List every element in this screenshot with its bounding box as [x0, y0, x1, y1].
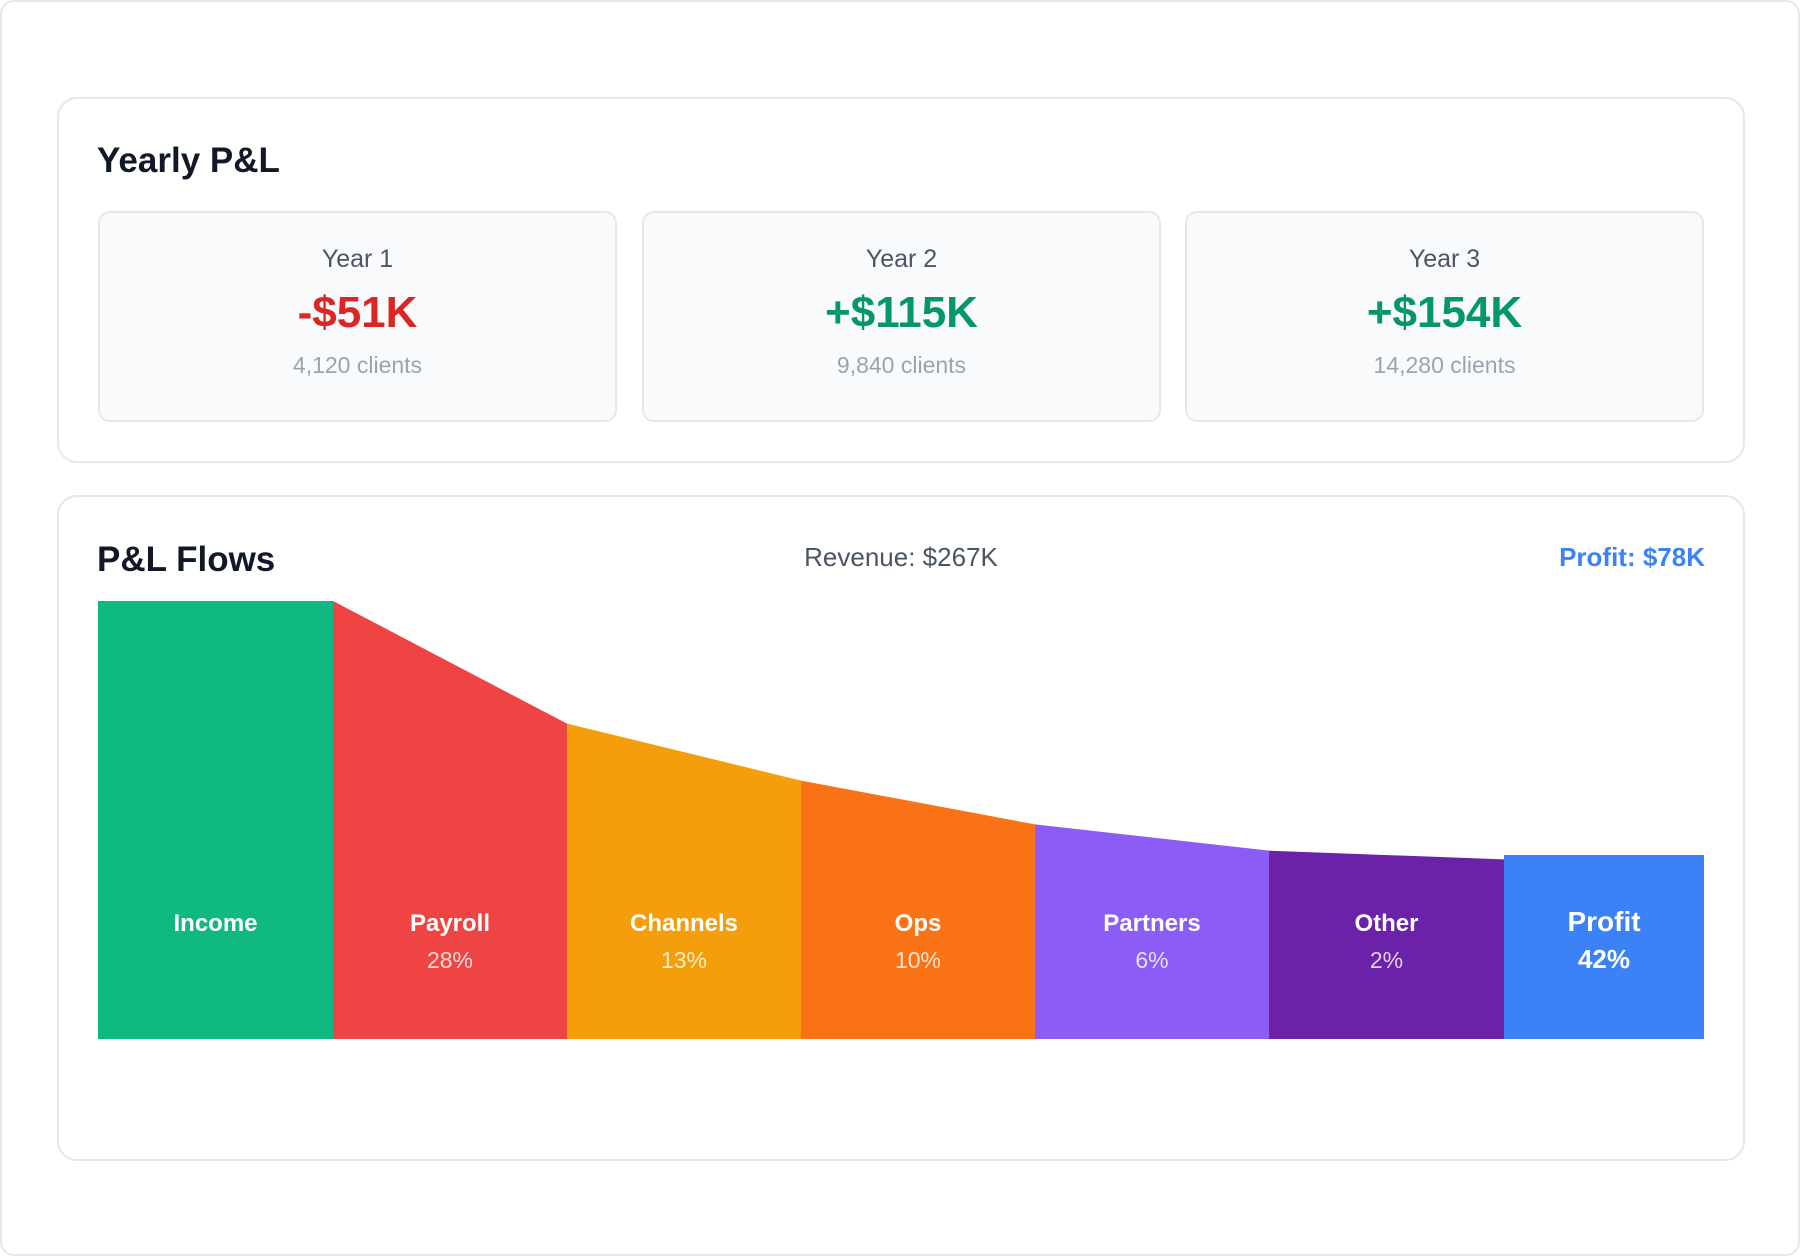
segment-label: Profit	[1567, 906, 1640, 937]
segment-percent: 10%	[895, 947, 941, 973]
year-kpi-1: Year 1 -$51K 4,120 clients	[98, 211, 617, 422]
segment-label: Payroll	[410, 910, 490, 937]
pl-flow-chart: Income Payroll 28% Channels 13% Ops 10% Partner…	[98, 601, 1704, 1039]
year-pl-value: -$51K	[297, 288, 418, 337]
year-clients: 9,840 clients	[836, 352, 967, 378]
revenue-total: Revenue: $267K	[804, 542, 998, 572]
year-label: Year 2	[865, 245, 938, 273]
segment-label: Ops	[895, 910, 942, 937]
yearly-pl-title: Yearly P&L	[97, 141, 280, 180]
year-label: Year 3	[1408, 245, 1481, 273]
flow-segment-ops	[801, 780, 1035, 1039]
segment-percent: 6%	[1135, 947, 1168, 973]
year-clients: 14,280 clients	[1373, 352, 1516, 378]
year-kpi-3: Year 3 +$154K 14,280 clients	[1185, 211, 1704, 422]
segment-percent: 2%	[1370, 947, 1403, 973]
segment-label: Income	[173, 910, 257, 937]
segment-label: Other	[1354, 910, 1418, 937]
segment-label: Channels	[630, 910, 738, 937]
pl-flows-card: P&L Flows Revenue: $267K Profit: $78K In…	[57, 495, 1745, 1161]
yearly-pl-card: Yearly P&L Year 1 -$51K 4,120 clients Yea…	[57, 97, 1745, 463]
year-pl-value: +$115K	[825, 288, 978, 337]
flow-segment-payroll	[333, 601, 567, 1039]
pl-flows-title: P&L Flows	[97, 540, 276, 579]
segment-percent: 42%	[1578, 944, 1630, 974]
segment-percent: 13%	[661, 947, 707, 973]
flow-segment-partners	[1035, 824, 1269, 1039]
segment-label: Partners	[1103, 910, 1200, 937]
year-label: Year 1	[321, 245, 394, 273]
segment-percent: 28%	[427, 947, 473, 973]
flow-segment-channels	[567, 723, 801, 1039]
year-clients: 4,120 clients	[292, 352, 423, 378]
flow-segment-other	[1269, 850, 1504, 1039]
profit-total: Profit: $78K	[1559, 542, 1705, 572]
year-pl-value: +$154K	[1366, 288, 1523, 337]
flow-segment-income	[98, 601, 333, 1039]
flow-segment-profit	[1504, 855, 1704, 1039]
year-kpi-2: Year 2 +$115K 9,840 clients	[642, 211, 1161, 422]
